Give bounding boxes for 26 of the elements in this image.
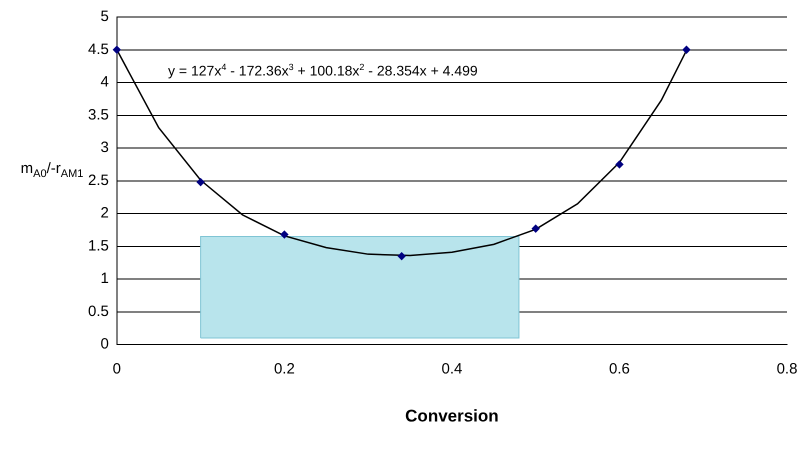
- x-tick-label: 0.4: [441, 360, 462, 378]
- y-tick-label: 2: [100, 204, 109, 222]
- y-tick-label: 1: [100, 270, 109, 288]
- point: [280, 230, 288, 239]
- y-tick-label: 4.5: [88, 40, 109, 58]
- point: [532, 224, 540, 233]
- y-tick-label: 2.5: [88, 172, 109, 189]
- point: [196, 178, 205, 186]
- point: [615, 160, 624, 168]
- annotation: y = 127x$^{4}$ - 172.36x$^{3}$ + 100.18x$^{2}$ - 28.354x + 4.499: [168, 62, 478, 79]
- x-tick-label: 0.8: [776, 360, 798, 378]
- y-axis-title: m$_{A0}$/-r$_{AM1}$: [20, 160, 84, 180]
- point: [112, 46, 121, 54]
- y-tick-label: 0: [100, 336, 109, 353]
- y-tick-label: 5: [100, 8, 109, 26]
- point: [682, 46, 690, 54]
- x-axis-title: Conversion: [405, 406, 499, 426]
- y-tick-label: 1.5: [88, 237, 109, 254]
- y-tick-label: 4: [100, 74, 109, 91]
- y-tick-label: 3: [100, 139, 109, 156]
- x-tick-label: 0.2: [274, 360, 295, 378]
- y-tick-label: 0.5: [88, 302, 109, 320]
- point: [398, 252, 406, 260]
- x-tick-label: 0: [112, 360, 122, 378]
- y-tick-label: 3.5: [88, 106, 109, 124]
- x-tick-label: 0.6: [609, 360, 630, 378]
